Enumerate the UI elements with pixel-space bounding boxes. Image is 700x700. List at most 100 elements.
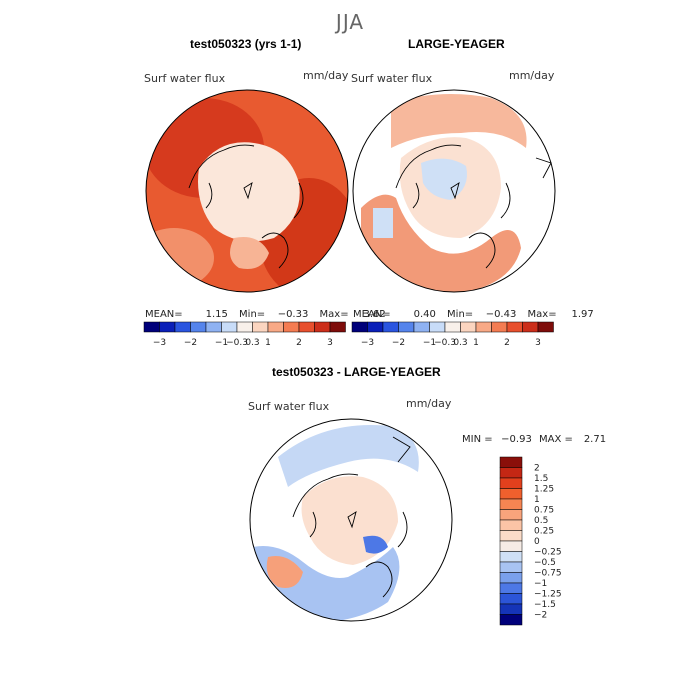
panel3-min-label: MIN = [462,434,493,445]
panel2-max-label: Max= [527,309,557,320]
colorbar-tick-label: 1 [473,338,479,348]
panel3-max-value: 2.71 [583,434,607,445]
colorbar-swatch [398,321,415,333]
diff-colorbar-tick-label: 1.25 [534,485,554,495]
colorbar-swatch [252,321,269,333]
panel2-min-label: Min= [447,309,474,320]
panel1-map-boundary [145,89,349,293]
colorbar-tick-label: −0.3 [226,338,248,348]
colorbar-tick-label: 2 [504,338,510,348]
diff-colorbar-tick-label: −1.5 [534,600,556,610]
colorbar-swatch [382,321,399,333]
colorbar-swatch [522,321,539,333]
colorbar-tick-label: 0.3 [453,338,467,348]
colorbar-swatch [367,321,384,333]
diff-colorbar-tick-label: 0.25 [534,527,554,537]
diff-colorbar-tick-label: −1 [534,579,547,589]
diff-colorbar-tick-label: 0.75 [534,506,554,516]
panel2-mean-value: 0.40 [413,309,436,320]
panel2-units-label: mm/day [509,69,555,82]
diff-colorbar-tick-label: 1.5 [534,474,548,484]
diff-colorbar-swatch [499,551,523,563]
colorbar-swatch [460,321,477,333]
panel1-colorbar: −3 −2 −1−0.30.3 1 2 3 [143,321,346,348]
panel3-map-boundary [249,418,453,622]
panel2-coastlines [395,144,552,269]
colorbar-swatch [236,321,253,333]
colorbar-swatch [143,321,160,333]
diff-colorbar-swatch [499,467,523,479]
panel2-map-boundary [352,89,556,293]
colorbar-swatch [190,321,207,333]
panel1-max-value: 3.62 [363,309,386,320]
panel1-stats: MEAN= 1.15 Min= −0.33 Max= 3.62 [145,309,386,320]
panel3-max-label: MAX = [539,434,573,445]
diff-colorbar-tick-label: −0.5 [534,558,556,568]
diff-colorbar-swatch [499,530,523,542]
colorbar-swatch [174,321,191,333]
diff-colorbar-tick-label: −2 [534,611,547,621]
colorbar-swatch [429,321,446,333]
diff-colorbar-swatch [499,498,523,510]
colorbar-tick-label: 0.3 [245,338,259,348]
colorbar-tick-label: −2 [392,338,405,348]
diff-colorbar-swatch [499,477,523,489]
diff-colorbar-swatch [499,561,523,573]
panel1-min-value: −0.33 [277,309,309,320]
diff-colorbar-swatch [499,488,523,500]
panel3-nordic-positive [266,556,303,588]
panel3-stats: MIN = −0.93 MAX = 2.71 [462,434,606,445]
colorbar-swatch [444,321,461,333]
diff-colorbar-swatch [499,614,523,626]
colorbar-tick-label: −1 [215,338,228,348]
panel3-barents-negative [363,535,388,554]
colorbar-swatch [314,321,331,333]
panel2-min-value: −0.43 [485,309,517,320]
panel1-title: test050323 (yrs 1-1) [190,37,302,51]
panel2-title: LARGE-YEAGER [408,37,505,51]
colorbar-swatch [475,321,492,333]
panel2-central-arctic-negative [421,158,467,200]
panel1-coastlines [188,144,304,269]
colorbar-swatch [351,321,368,333]
colorbar-swatch [329,321,346,333]
colorbar-swatch [283,321,300,333]
panel1-arctic-ocean [198,142,300,242]
diff-colorbar-tick-label: −0.25 [534,548,562,558]
diff-colorbar-tick-label: 1 [534,495,540,505]
panel1-units-label: mm/day [303,69,349,82]
colorbar-tick-label: 1 [265,338,271,348]
panel2-mean-label: MEAN= [353,309,391,320]
diff-colorbar: 21.51.2510.750.50.250−0.25−0.5−0.75−1−1.… [499,456,562,626]
panel1-nordic-seas [230,237,269,269]
colorbar-tick-label: −0.3 [434,338,456,348]
colorbar-swatch [298,321,315,333]
panel3-title: test050323 - LARGE-YEAGER [272,365,441,379]
panel2-stats: MEAN= 0.40 Min= −0.43 Max= 1.97 [353,309,594,320]
panel3-units-label: mm/day [406,397,452,410]
diff-colorbar-swatch [499,603,523,615]
panel2-colorbar: −3 −2 −1−0.30.3 1 2 3 [351,321,554,348]
panel3-polar-map [249,418,453,622]
panel3-pacific-negative [278,425,419,487]
panel2-pacific-field [391,94,527,148]
colorbar-tick-label: 3 [535,338,541,348]
panel2-baffin-negative [373,208,393,238]
diff-colorbar-swatch [499,540,523,552]
diff-colorbar-swatch [499,593,523,605]
colorbar-swatch [506,321,523,333]
colorbar-tick-label: 2 [296,338,302,348]
panel1-polar-map [145,89,349,293]
colorbar-swatch [267,321,284,333]
diff-colorbar-tick-label: 0.5 [534,516,548,526]
season-title: JJA [335,10,365,34]
panel3-coastlines [292,436,411,598]
colorbar-swatch [413,321,430,333]
diff-colorbar-tick-label: 2 [534,464,540,474]
diff-colorbar-swatch [499,456,523,468]
panel2-atlantic-field [361,194,521,292]
colorbar-tick-label: −3 [153,338,166,348]
colorbar-swatch [491,321,508,333]
diff-colorbar-swatch [499,509,523,521]
colorbar-swatch [221,321,238,333]
